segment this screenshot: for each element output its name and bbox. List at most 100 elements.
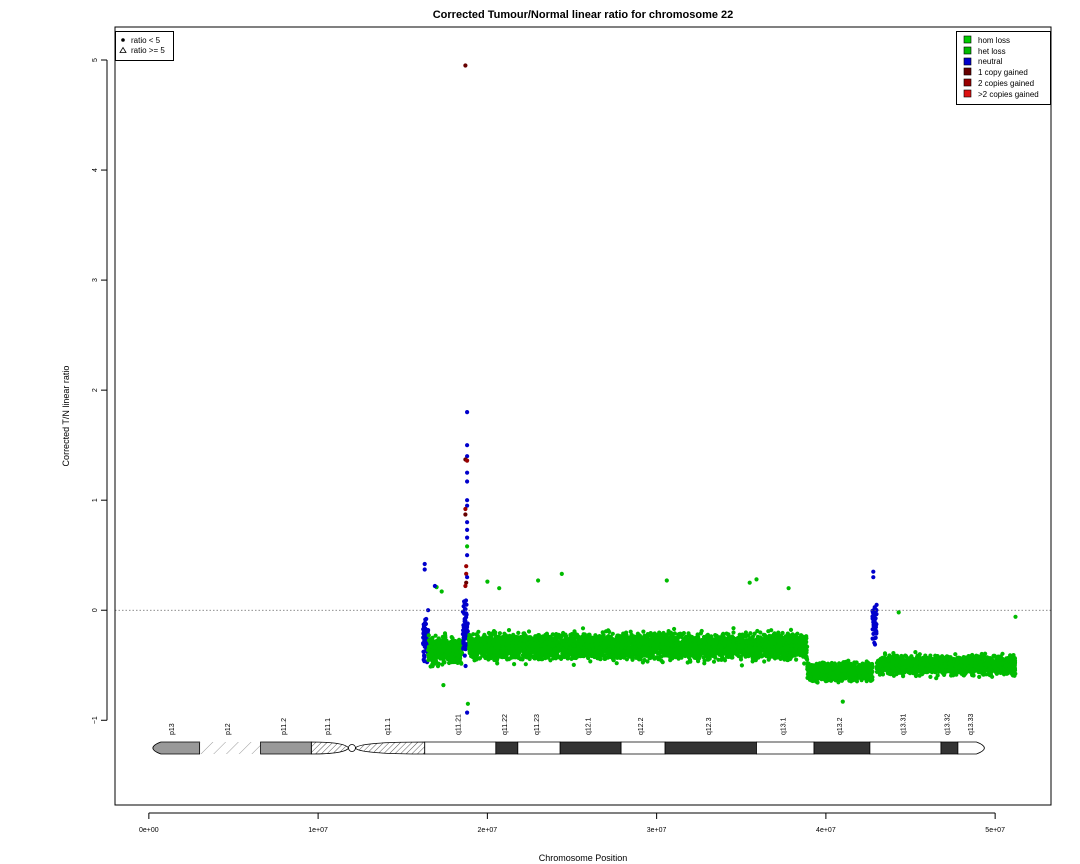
data-point-het-loss xyxy=(487,635,492,640)
data-point-het-loss xyxy=(756,646,761,651)
data-point-het-loss xyxy=(429,657,434,663)
data-point-het-loss xyxy=(430,651,435,657)
data-point-het-loss xyxy=(794,643,800,649)
data-point-het-loss xyxy=(731,626,736,631)
data-point-het-loss xyxy=(680,632,685,637)
data-point-het-loss xyxy=(486,655,491,661)
data-point-het-loss xyxy=(746,648,752,653)
chromosome-ideogram: p13 p12 p11.2 p11.1 q11.1 q11.21 q11.22 q11.23 q… xyxy=(152,713,985,755)
data-point-het-loss xyxy=(788,636,794,641)
data-point-het-loss xyxy=(804,648,809,653)
data-point-neutral xyxy=(421,657,426,662)
data-point-het-loss xyxy=(536,633,541,638)
data-point-het-loss xyxy=(607,629,612,635)
data-point-het-loss xyxy=(476,645,481,650)
data-point-het-loss xyxy=(716,657,721,662)
band-label: q11.1 xyxy=(385,718,392,735)
data-point-het-loss xyxy=(772,641,777,646)
data-point-het-loss xyxy=(699,628,704,634)
data-point-het-loss xyxy=(436,650,441,655)
data-point-het-loss xyxy=(739,663,745,668)
data-point-het-loss xyxy=(535,641,541,646)
data-point-het-loss xyxy=(621,631,626,636)
centromere xyxy=(348,744,356,752)
data-point-het-loss xyxy=(503,638,508,643)
data-point-het-loss xyxy=(766,643,772,648)
data-point-het-loss xyxy=(738,654,744,660)
data-point-het-loss xyxy=(753,653,758,659)
data-point-het-loss xyxy=(760,638,765,643)
data-point-het-loss xyxy=(794,657,799,662)
data-point-het-loss xyxy=(553,646,558,652)
data-point-het-loss xyxy=(660,645,666,650)
data-point-het-loss xyxy=(781,639,786,645)
data-point-het-loss xyxy=(550,632,555,637)
data-point-het-loss xyxy=(777,649,782,654)
data-point-het-loss xyxy=(767,647,772,652)
ideogram-band xyxy=(940,741,959,755)
data-point-het-loss xyxy=(635,637,640,642)
data-point-het-loss xyxy=(601,643,606,648)
ideogram-band xyxy=(424,741,497,755)
ideogram-band xyxy=(957,741,985,755)
data-point-het-loss xyxy=(426,648,431,653)
data-point-het-loss xyxy=(610,644,615,649)
data-point-het-loss xyxy=(726,632,731,637)
data-point-het-loss xyxy=(702,661,707,666)
data-point-het-loss xyxy=(804,644,809,649)
data-point-het-loss xyxy=(615,647,620,652)
data-point-het-loss xyxy=(478,650,483,656)
data-point-het-loss xyxy=(545,640,551,645)
data-point-het-loss xyxy=(795,631,800,636)
data-point-het-loss xyxy=(571,642,577,647)
data-point-het-loss xyxy=(508,656,513,661)
data-point-het-loss xyxy=(444,649,449,654)
data-point-het-loss xyxy=(482,654,487,659)
data-point-het-loss xyxy=(527,647,533,652)
data-point-het-loss xyxy=(748,636,753,641)
data-point-het-loss xyxy=(614,661,619,666)
data-point-het-loss xyxy=(695,657,700,662)
data-point-neutral xyxy=(426,608,431,613)
data-point-het-loss xyxy=(787,655,793,660)
data-point-het-loss xyxy=(723,649,729,654)
data-point-het-loss xyxy=(654,633,660,638)
data-point-het-loss xyxy=(581,649,586,655)
data-point-neutral xyxy=(422,654,427,659)
data-point-neutral xyxy=(462,629,467,634)
band-label: q13.33 xyxy=(968,713,975,735)
data-point-het-loss xyxy=(506,628,512,633)
data-point-het-loss xyxy=(797,648,802,654)
data-point-het-loss xyxy=(624,634,629,639)
data-point-het-loss xyxy=(525,641,530,647)
band-label: q13.31 xyxy=(900,713,907,735)
data-point-het-loss xyxy=(680,642,685,647)
data-point-het-loss xyxy=(655,650,660,655)
data-point-het-loss xyxy=(523,662,528,667)
data-point-het-loss xyxy=(792,633,797,638)
data-point-het-loss xyxy=(564,638,569,644)
data-point-het-loss xyxy=(499,654,504,659)
data-point-het-loss xyxy=(655,637,661,642)
data-point-het-loss xyxy=(804,654,809,659)
data-point-het-loss xyxy=(799,636,805,641)
data-point-het-loss xyxy=(510,641,515,646)
data-point-het-loss xyxy=(445,653,450,658)
data-point-het-loss xyxy=(615,643,621,648)
data-point-het-loss xyxy=(664,634,669,639)
data-point-het-loss xyxy=(775,653,780,658)
data-point-het-loss xyxy=(471,632,476,637)
data-point-het-loss xyxy=(601,632,606,638)
ideogram-band xyxy=(869,741,942,755)
data-point-het-loss xyxy=(677,631,682,637)
data-point-het-loss xyxy=(640,645,645,651)
data-point-het-loss xyxy=(582,636,587,641)
ideogram-band xyxy=(664,741,757,755)
data-point-het-loss xyxy=(703,649,708,654)
data-point-het-loss xyxy=(449,635,454,640)
data-point-het-loss xyxy=(731,630,736,635)
data-point-het-loss xyxy=(489,646,494,651)
data-point-het-loss xyxy=(449,643,454,648)
data-point-neutral xyxy=(423,635,428,640)
data-point-het-loss xyxy=(589,653,594,659)
